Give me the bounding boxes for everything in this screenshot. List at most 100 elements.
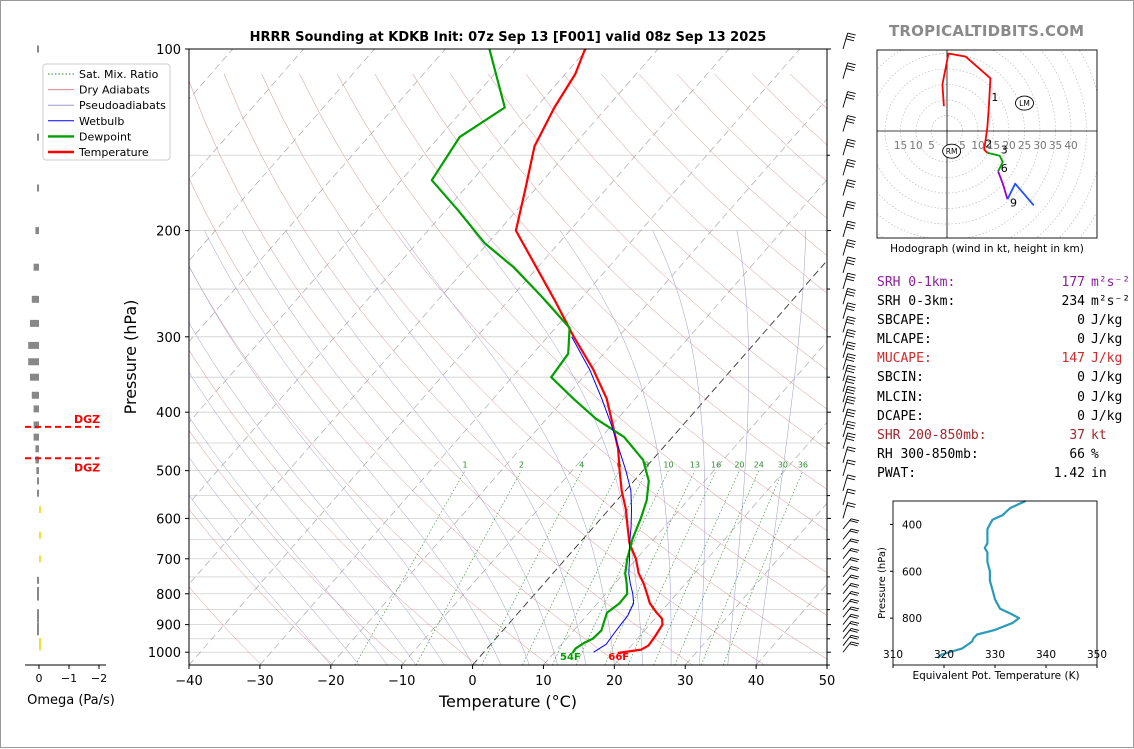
- wind-barb: [843, 460, 856, 476]
- omega-bar: [28, 342, 39, 349]
- barb-flag: [847, 118, 855, 120]
- omega-bar: [37, 577, 39, 584]
- barb-flag: [851, 548, 859, 550]
- barb-staff: [843, 180, 848, 196]
- wind-barb: [843, 139, 856, 155]
- barb-staff: [843, 159, 848, 175]
- hodo-ring-label: 30: [1033, 140, 1046, 152]
- barb-flag: [847, 260, 855, 262]
- mixing-ratio-label: 13: [690, 461, 700, 470]
- wind-barb: [843, 539, 859, 549]
- omega-bar: [34, 434, 39, 441]
- barb-flag: [846, 39, 854, 41]
- dry-adiabat: [111, 74, 549, 665]
- barb-flag: [848, 139, 856, 141]
- hodo-ring-label: 35: [1049, 140, 1062, 152]
- barb-flag: [848, 240, 856, 242]
- omega-tick-label: −2: [91, 672, 107, 685]
- x-tick-label: 10: [535, 674, 552, 689]
- barb-flag: [847, 412, 855, 414]
- barb-staff: [843, 273, 848, 289]
- moist-adiabat: [286, 231, 558, 665]
- dry-adiabat: [300, 74, 909, 665]
- wind-barb: [843, 519, 859, 529]
- moist-adiabat: [205, 231, 501, 665]
- omega-bar: [37, 615, 39, 622]
- barb-flag: [846, 165, 854, 167]
- thetae-y-label: Pressure (hPa): [877, 547, 888, 619]
- hodo-ring-label: 15: [894, 140, 907, 152]
- y-tick-label: 100: [156, 43, 181, 58]
- y-tick-label: 600: [156, 512, 181, 527]
- barb-flag: [847, 66, 855, 68]
- x-tick-label: 30: [677, 674, 694, 689]
- stat-label: MLCIN:: [877, 388, 1010, 407]
- barb-flag: [847, 224, 855, 226]
- wind-barb: [843, 221, 856, 237]
- barb-staff: [843, 475, 848, 491]
- stat-unit: m²s⁻²: [1085, 292, 1130, 311]
- barb-flag: [848, 354, 856, 356]
- barb-flag: [846, 348, 854, 350]
- barb-flag: [851, 621, 859, 623]
- barb-flag: [848, 386, 856, 388]
- mixing-ratio-line: [701, 471, 783, 665]
- barb-flag: [846, 245, 854, 247]
- moist-adiabat: [242, 231, 529, 665]
- barb-flag: [850, 568, 858, 570]
- barb-staff: [843, 460, 848, 476]
- barb-flag: [847, 319, 855, 321]
- barb-flag: [850, 560, 858, 562]
- barb-staff: [843, 503, 848, 519]
- barb-flag: [848, 365, 856, 367]
- dry-adiabat: [186, 74, 692, 665]
- wind-barb: [843, 475, 856, 491]
- mixing-ratio-line: [605, 471, 695, 665]
- barb-flag: [848, 409, 856, 411]
- moist-adiabat: [92, 231, 388, 665]
- barb-flag: [847, 291, 855, 293]
- hodo-height-label: 1: [991, 91, 998, 104]
- y-tick-label: 300: [156, 331, 181, 346]
- barb-flag: [846, 227, 854, 229]
- stat-value: 147: [1010, 349, 1085, 368]
- thetae-x-tick-label: 340: [1036, 649, 1056, 661]
- barb-flag: [848, 317, 856, 319]
- barb-flag: [848, 201, 856, 203]
- barb-flag: [851, 539, 859, 541]
- hodo-marker-label: LM: [1019, 99, 1030, 108]
- barb-flag: [850, 609, 858, 611]
- hodo-height-label: 9: [1010, 196, 1017, 209]
- series-line-temperature: [516, 49, 663, 653]
- mixing-ratio-label: 1: [463, 461, 468, 470]
- stat-label: SHR 200-850mb:: [877, 426, 1010, 445]
- omega-bar: [34, 405, 39, 412]
- dry-adiabat: [1, 74, 190, 665]
- omega-bar: [34, 264, 39, 271]
- mixing-ratio-label: 20: [734, 461, 744, 470]
- barb-staff: [843, 116, 848, 132]
- barb-flag: [851, 575, 859, 577]
- moist-adiabat: [653, 231, 705, 665]
- hodo-ring-label: 10: [971, 140, 984, 152]
- mixing-ratio-line: [355, 471, 465, 665]
- stat-value: 234: [1010, 292, 1085, 311]
- y-tick-label: 500: [156, 465, 181, 480]
- x-axis-label: Temperature (°C): [438, 692, 577, 711]
- wind-barb: [843, 257, 856, 273]
- barb-flag: [846, 402, 854, 404]
- barb-flag: [851, 567, 859, 569]
- omega-bar: [32, 392, 39, 399]
- barb-staff: [843, 303, 848, 319]
- stat-row: RH 300-850mb:66%: [877, 445, 1130, 464]
- moist-adiabat: [142, 231, 444, 665]
- barb-flag: [846, 322, 854, 324]
- omega-bar: [36, 467, 39, 474]
- thetae-y-tick-label: 800: [902, 613, 922, 625]
- y-tick-label: 200: [156, 225, 181, 240]
- thetae-x-tick-label: 310: [883, 649, 903, 661]
- barb-flag: [848, 396, 856, 398]
